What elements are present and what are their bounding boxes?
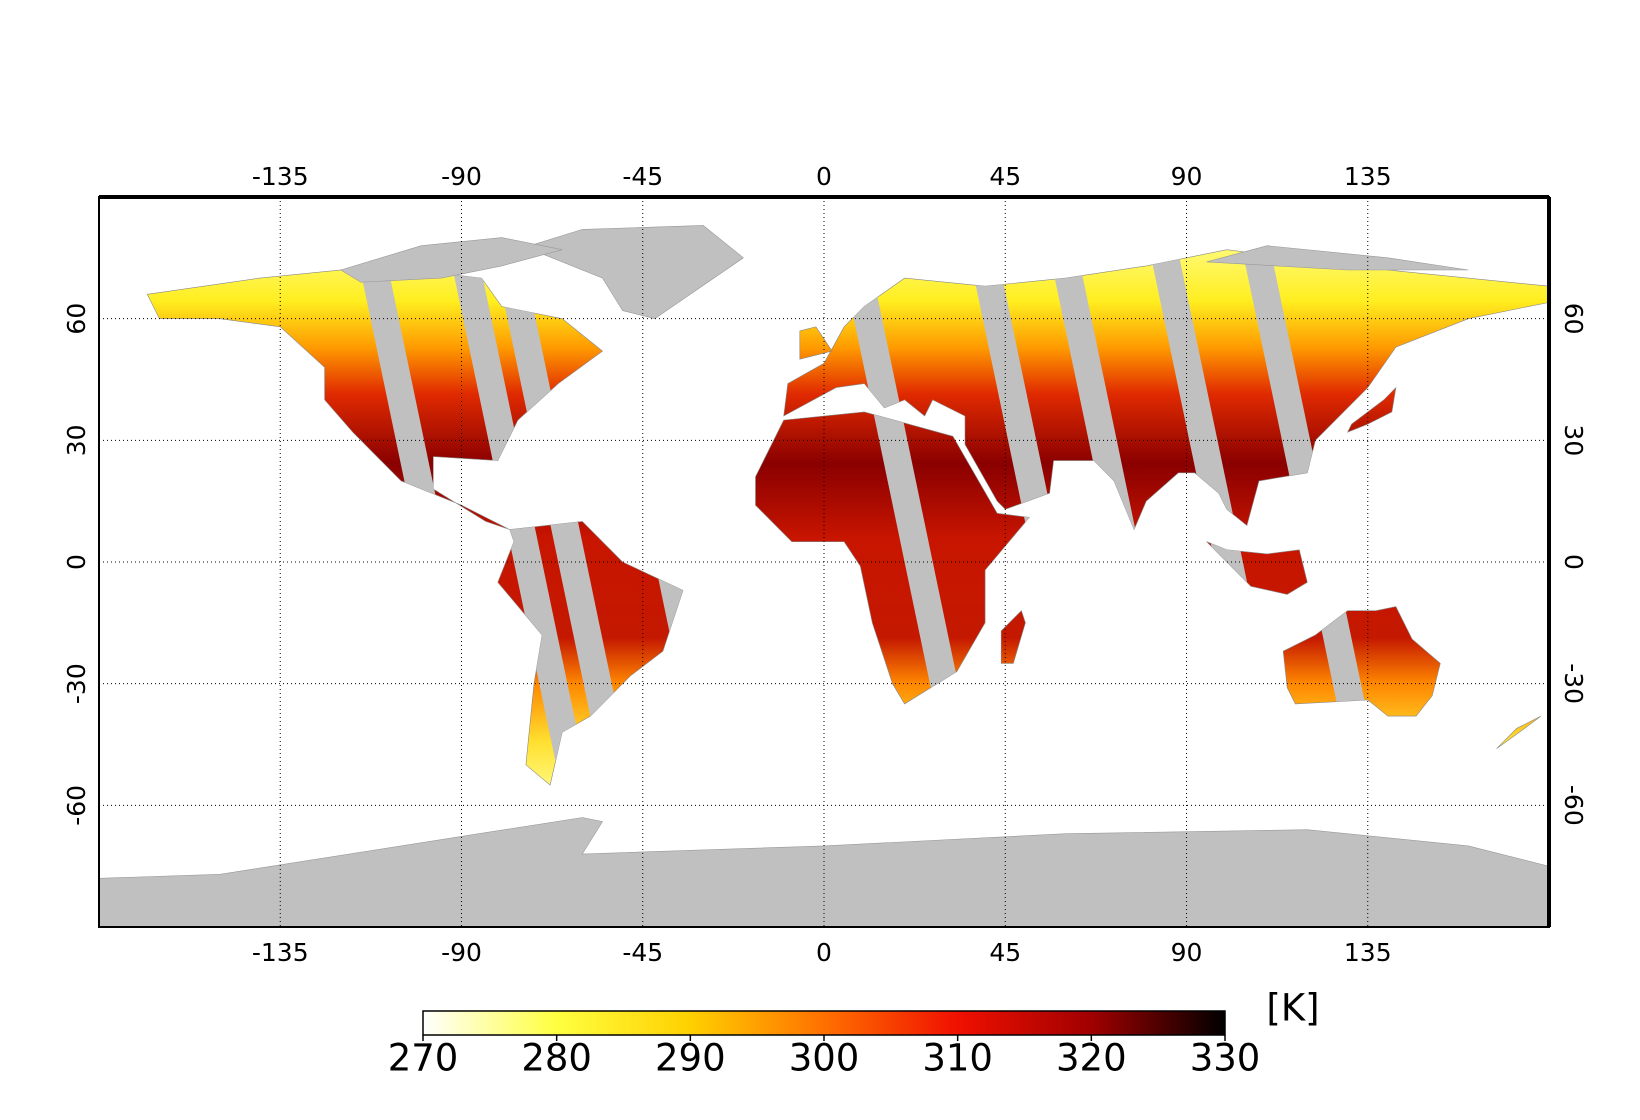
- x-tick-label-top: 0: [816, 162, 832, 191]
- x-tick-label-bottom: 45: [989, 938, 1021, 967]
- colorbar-tick-label: 310: [922, 1037, 993, 1080]
- x-tick-label-top: 45: [989, 162, 1021, 191]
- y-tick-label-left: 0: [62, 554, 91, 570]
- x-tick-label-bottom: 90: [1171, 938, 1203, 967]
- colorbar-tick-label: 280: [521, 1037, 592, 1080]
- colorbar-unit: [K]: [1266, 987, 1319, 1030]
- y-tick-label-left: 30: [62, 424, 91, 456]
- y-tick-label-right: -30: [1559, 663, 1588, 704]
- x-tick-label-top: -135: [252, 162, 309, 191]
- x-tick-label-bottom: -90: [441, 938, 482, 967]
- y-tick-label-right: 30: [1559, 424, 1588, 456]
- x-tick-label-bottom: -45: [622, 938, 663, 967]
- japan: [1346, 386, 1397, 433]
- y-tick-label-left: -60: [62, 785, 91, 826]
- y-tick-label-right: -60: [1559, 785, 1588, 826]
- x-tick-label-bottom: 0: [816, 938, 832, 967]
- x-tick-label-bottom: -135: [252, 938, 309, 967]
- x-tick-label-bottom: 135: [1344, 938, 1392, 967]
- new-zealand: [1496, 715, 1542, 749]
- eurasia: [783, 249, 1550, 531]
- arctic-islands: [339, 237, 563, 283]
- no-data-swath: [836, 249, 984, 786]
- grid: [99, 197, 1549, 927]
- siberia-north: [1206, 245, 1469, 271]
- x-tick-label-top: 90: [1171, 162, 1203, 191]
- greenland: [529, 225, 744, 320]
- y-tick-label-left: 60: [62, 303, 91, 335]
- colorbar-tick-label: 300: [789, 1037, 860, 1080]
- y-tick-label-left: -30: [62, 663, 91, 704]
- colorbar-tick-label: 320: [1056, 1037, 1127, 1080]
- x-tick-label-top: -90: [441, 162, 482, 191]
- colorbar-tick-label: 330: [1190, 1037, 1261, 1080]
- africa: [755, 411, 1030, 705]
- y-tick-label-right: 60: [1559, 303, 1588, 335]
- madagascar: [1000, 610, 1026, 664]
- x-tick-label-top: -45: [622, 162, 663, 191]
- y-tick-label-right: 0: [1559, 554, 1588, 570]
- no-data-swath: [587, 249, 734, 786]
- x-tick-label-top: 135: [1344, 162, 1392, 191]
- colorbar: [422, 1010, 1226, 1036]
- uk: [799, 326, 833, 360]
- colorbar-tick-label: 290: [655, 1037, 726, 1080]
- colorbar-tick-label: 270: [388, 1037, 459, 1080]
